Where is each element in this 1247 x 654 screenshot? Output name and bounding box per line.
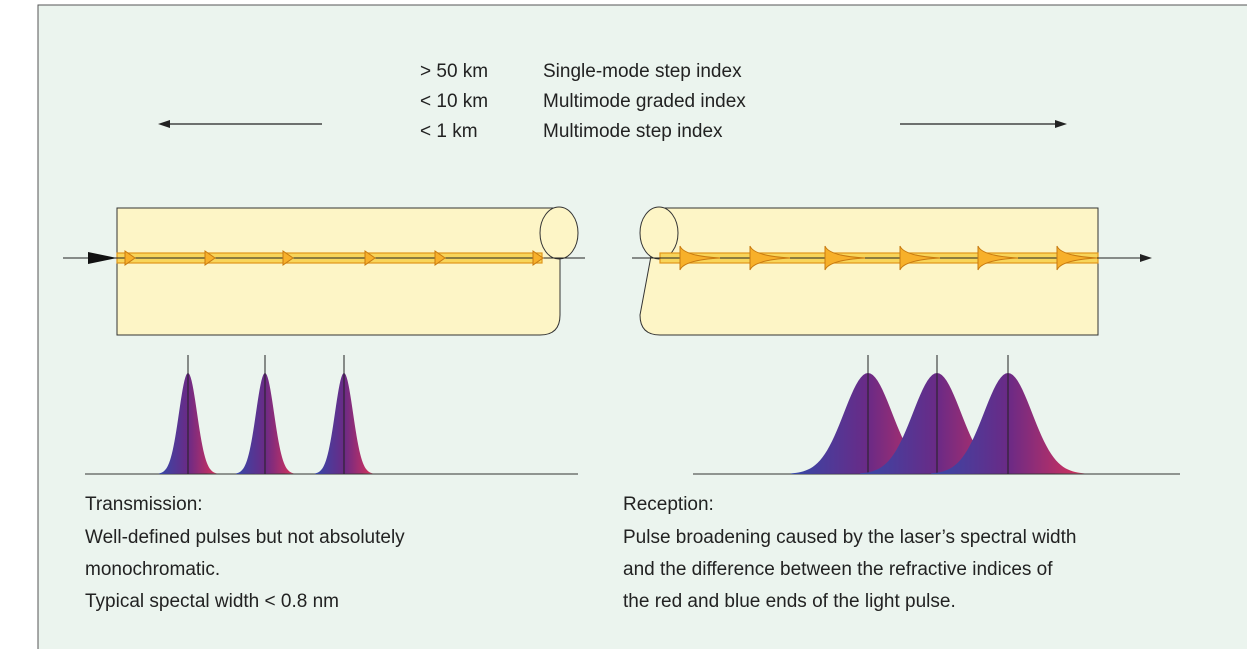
- fiber-type: Multimode step index: [543, 121, 723, 142]
- caption-heading: Reception:: [623, 494, 714, 515]
- distance-table: > 50 km Single-mode step index < 10 km Mult…: [420, 61, 746, 142]
- pulse-marker: [124, 250, 136, 266]
- caption-line: Well-defined pulses but not absolutely: [85, 527, 405, 548]
- pulse-marker: [532, 250, 544, 266]
- pulse-marker: [434, 250, 446, 266]
- pulse-marker: [749, 245, 791, 271]
- pulse-marker: [899, 245, 941, 271]
- fiber-receive: [632, 206, 1152, 336]
- caption-line: Typical spectal width < 0.8 nm: [85, 591, 339, 612]
- caption-line: and the difference between the refractiv…: [623, 559, 1053, 580]
- caption-line: Pulse broadening caused by the laser’s s…: [623, 527, 1076, 548]
- pulse-marker: [282, 250, 294, 266]
- pulse-marker: [977, 245, 1019, 271]
- caption-heading: Transmission:: [85, 494, 203, 515]
- caption-line: the red and blue ends of the light pulse…: [623, 591, 956, 612]
- captions: Transmission: Well-defined pulses but not…: [85, 494, 1076, 612]
- fiber-transmit: [63, 206, 585, 336]
- pulse-marker: [679, 245, 721, 271]
- distance-range: > 50 km: [420, 61, 488, 82]
- pulse-marker: [204, 250, 216, 266]
- pulse-marker: [364, 250, 376, 266]
- pulse-marker: [1056, 245, 1098, 271]
- fiber-type: Single-mode step index: [543, 61, 742, 82]
- distance-range: < 1 km: [420, 121, 478, 142]
- pulse-marker: [824, 245, 866, 271]
- caption-line: monochromatic.: [85, 559, 220, 580]
- direction-arrows: [158, 120, 1067, 128]
- fiber-type: Multimode graded index: [543, 91, 746, 112]
- distance-range: < 10 km: [420, 91, 488, 112]
- spectral-pulses: [85, 355, 1180, 475]
